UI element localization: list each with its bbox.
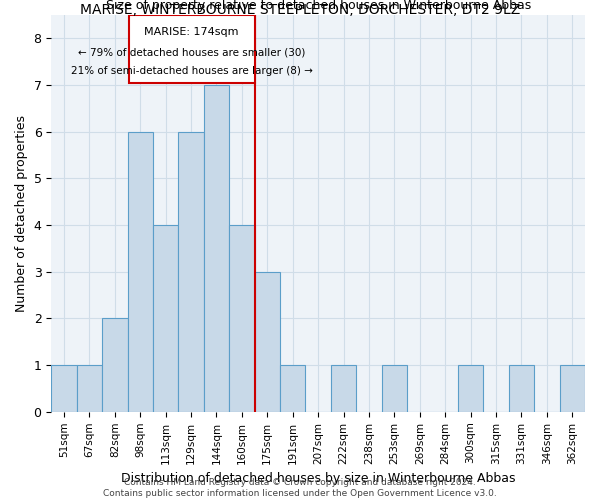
Bar <box>51 365 77 412</box>
Bar <box>254 272 280 412</box>
Bar <box>178 132 204 412</box>
Bar <box>560 365 585 412</box>
Bar <box>382 365 407 412</box>
Text: Contains HM Land Registry data © Crown copyright and database right 2024.
Contai: Contains HM Land Registry data © Crown c… <box>103 478 497 498</box>
Bar <box>204 85 229 412</box>
Bar <box>331 365 356 412</box>
Text: 21% of semi-detached houses are larger (8) →: 21% of semi-detached houses are larger (… <box>71 66 313 76</box>
Bar <box>128 132 153 412</box>
Text: MARISE: 174sqm: MARISE: 174sqm <box>145 27 239 37</box>
Bar <box>280 365 305 412</box>
Title: Size of property relative to detached houses in Winterbourne Abbas: Size of property relative to detached ho… <box>106 0 531 12</box>
Bar <box>509 365 534 412</box>
Bar <box>77 365 102 412</box>
Bar <box>129 15 254 82</box>
Bar <box>229 225 254 412</box>
Bar <box>153 225 178 412</box>
Y-axis label: Number of detached properties: Number of detached properties <box>15 115 28 312</box>
Bar <box>458 365 484 412</box>
Bar <box>102 318 128 412</box>
Text: ← 79% of detached houses are smaller (30): ← 79% of detached houses are smaller (30… <box>78 47 305 57</box>
X-axis label: Distribution of detached houses by size in Winterbourne Abbas: Distribution of detached houses by size … <box>121 472 515 485</box>
Text: MARISE, WINTERBOURNE STEEPLETON, DORCHESTER, DT2 9LZ: MARISE, WINTERBOURNE STEEPLETON, DORCHES… <box>80 2 520 16</box>
